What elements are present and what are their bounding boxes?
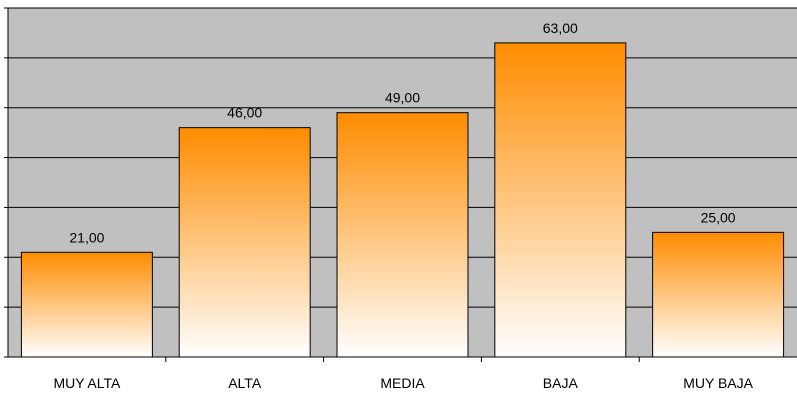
data-label: 25,00	[701, 209, 736, 225]
x-tick-label: MUY BAJA	[683, 375, 753, 391]
data-label: 46,00	[227, 105, 262, 121]
category-labels: MUY ALTA ALTA MEDIA BAJA MUY BAJA	[53, 375, 753, 391]
axes	[4, 7, 797, 362]
bar	[652, 231, 785, 358]
data-label: 21,00	[69, 229, 104, 245]
data-labels: 21,00 46,00 49,00 63,00 25,00	[69, 20, 735, 245]
bar	[178, 127, 311, 358]
data-label: 49,00	[385, 90, 420, 106]
bar	[336, 112, 469, 358]
x-tick-label: MEDIA	[380, 375, 425, 391]
data-label: 63,00	[543, 20, 578, 36]
x-tick-label: MUY ALTA	[53, 375, 121, 391]
x-tick-label: ALTA	[228, 375, 262, 391]
bar	[494, 42, 627, 358]
bar	[20, 251, 153, 358]
x-tick-label: BAJA	[543, 375, 579, 391]
